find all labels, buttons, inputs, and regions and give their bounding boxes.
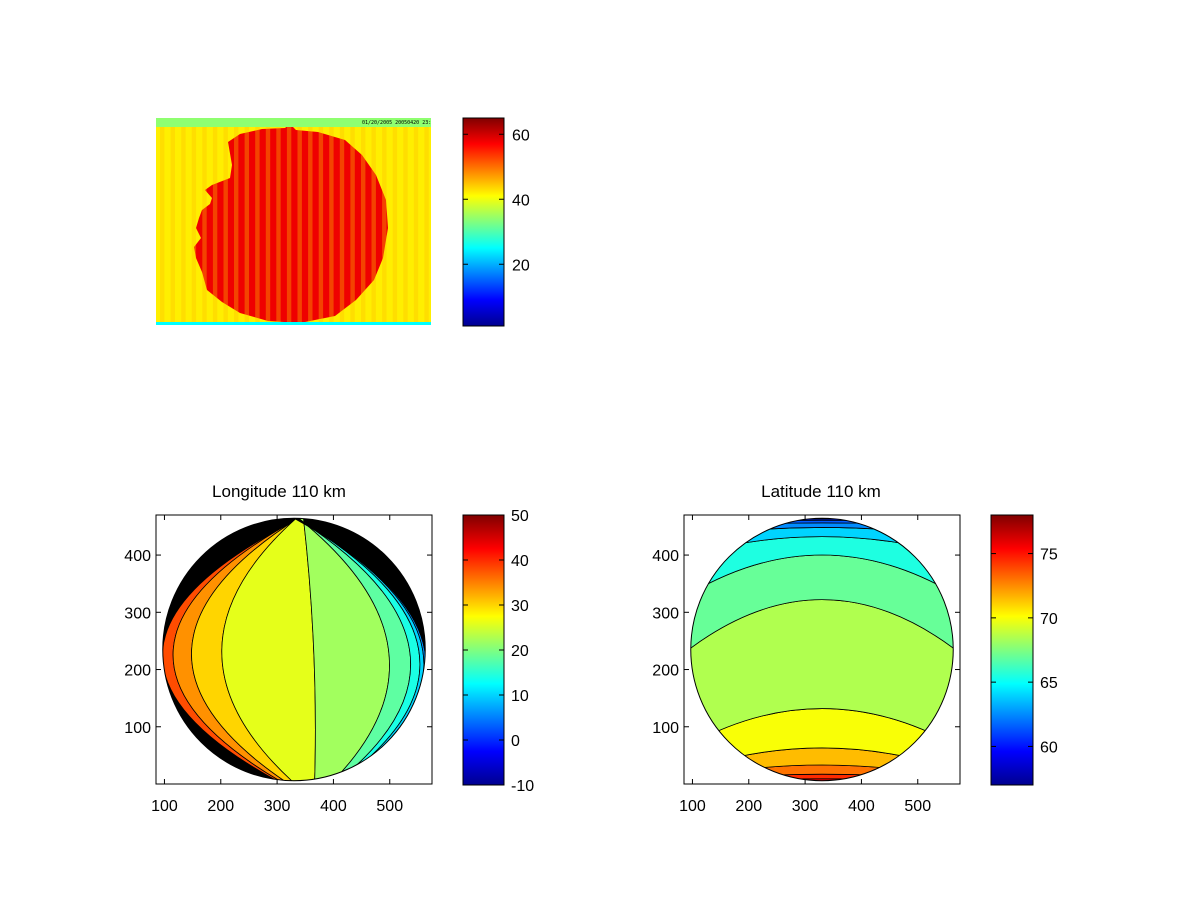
latitude-axes-frame [683, 514, 961, 785]
image-stripe [181, 118, 186, 325]
colorbar-tick-label: 20 [511, 643, 529, 660]
contour-band [690, 778, 954, 781]
colorbar-ticks: -10 0 10 20 30 40 50 [463, 508, 534, 795]
colorbar-tick-label: 50 [511, 508, 529, 525]
colorbar-tick-label: 65 [1040, 675, 1058, 692]
image-stripe [392, 118, 398, 325]
longitude-panel: Longitude 110 km 100 200 300 400 50010020030… [124, 482, 534, 815]
latitude-colorbar: 60 65 70 75 [990, 514, 1058, 786]
y-tick-label: 400 [124, 548, 151, 565]
image-stripe [297, 118, 302, 325]
x-tick-label: 500 [904, 798, 931, 815]
longitude-contour-bands [162, 517, 426, 782]
image-stripe [265, 118, 271, 325]
x-tick-label: 200 [207, 798, 234, 815]
image-disk [194, 124, 388, 323]
y-tick-label: 100 [652, 720, 679, 737]
latitude-panel: Latitude 110 km 100 200 300 400 500 100 200 300… [652, 482, 1058, 815]
image-stripe [160, 118, 165, 325]
colorbar-tick-label: 60 [1040, 739, 1058, 756]
colorbar-tick-label: -10 [511, 778, 534, 795]
image-stripe [413, 118, 419, 325]
image-stripe [234, 118, 239, 325]
disk-outline [690, 517, 954, 782]
image-stripe [212, 118, 218, 325]
colorbar-gradient [463, 118, 504, 326]
y-tick-label: 200 [124, 663, 151, 680]
x-tick-label: 300 [792, 798, 819, 815]
x-tick-label: 400 [848, 798, 875, 815]
colorbar-frame [462, 117, 505, 327]
y-tick-label: 400 [652, 548, 679, 565]
colorbar-tick-label: 0 [511, 733, 520, 750]
image-stripe [255, 118, 260, 325]
image-stripe [276, 118, 281, 325]
image-stripe [223, 118, 228, 325]
image-header-text: 01/20/2005 20050420 23:08 [362, 120, 437, 126]
y-tick-label: 300 [652, 605, 679, 622]
longitude-plot-area [162, 517, 426, 782]
image-stripe [361, 118, 366, 325]
colorbar-tick-label: 30 [511, 598, 529, 615]
colorbar-frame [990, 514, 1034, 786]
image-stripe [339, 118, 345, 325]
image-stripes [160, 118, 429, 325]
colorbar-tick-label: 20 [512, 257, 530, 274]
x-tick-label: 400 [320, 798, 347, 815]
y-tick-label: 100 [124, 720, 151, 737]
x-tick-label: 500 [376, 798, 403, 815]
colorbar-gradient [991, 515, 1033, 785]
image-stripe [286, 118, 292, 325]
x-tick-label: 300 [264, 798, 291, 815]
image-stripe [382, 118, 387, 325]
image-stripe [170, 118, 175, 325]
y-tick-label: 200 [652, 663, 679, 680]
colorbar-tick-label: 10 [511, 688, 529, 705]
longitude-colorbar: -10 0 10 20 30 40 50 [462, 508, 534, 795]
image-stripe [191, 118, 197, 325]
latitude-title: Latitude 110 km [761, 482, 881, 501]
colorbar-tick-label: 75 [1040, 547, 1058, 564]
latitude-axis-ticks: 100 200 300 400 500 100 200 300 400 [652, 515, 960, 815]
image-stripe [318, 118, 324, 325]
image-stripe [329, 118, 334, 325]
longitude-title: Longitude 110 km [212, 482, 346, 501]
image-stripe [424, 118, 429, 325]
x-tick-label: 100 [151, 798, 178, 815]
image-stripe [202, 118, 207, 325]
image-stripe [244, 118, 249, 325]
disk-outline [162, 517, 426, 782]
longitude-axes-frame [155, 514, 433, 785]
image-stripe [350, 118, 355, 325]
x-tick-label: 200 [735, 798, 762, 815]
top-colorbar: 20 40 60 [462, 117, 530, 327]
latitude-contour-bands [690, 517, 954, 782]
image-stripe [403, 118, 408, 325]
colorbar-ticks: 60 65 70 75 [991, 547, 1058, 756]
top-image-panel: 01/20/2005 20050420 23:08 20 40 60 [156, 117, 530, 327]
image-stripe [371, 118, 376, 325]
x-tick-label: 100 [679, 798, 706, 815]
longitude-axis-ticks: 100 200 300 400 500 100 200 300 400 [124, 515, 432, 815]
contour-band [293, 518, 426, 781]
colorbar-gradient [463, 515, 504, 785]
image-bottom-edge [156, 322, 431, 325]
colorbar-tick-label: 40 [512, 192, 530, 209]
y-tick-label: 300 [124, 605, 151, 622]
image-stripe [308, 118, 313, 325]
colorbar-tick-label: 60 [512, 127, 530, 144]
colorbar-ticks: 20 40 60 [463, 127, 530, 274]
latitude-plot-area [690, 517, 954, 782]
image-header-bar [156, 118, 431, 127]
colorbar-tick-label: 70 [1040, 611, 1058, 628]
colorbar-tick-label: 40 [511, 553, 529, 570]
